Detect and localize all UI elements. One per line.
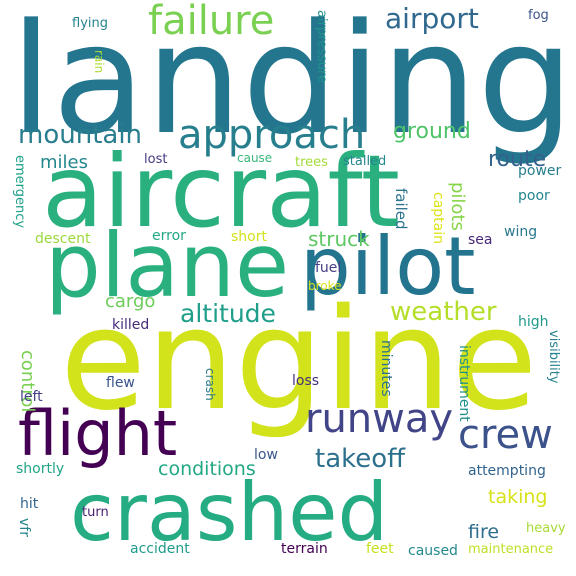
word-terrain: terrain	[281, 541, 328, 557]
word-descent: descent	[35, 231, 91, 247]
word-stalled: stalled	[343, 154, 386, 169]
word-aircraft: aircraft	[42, 133, 400, 250]
word-flew: flew	[106, 375, 135, 391]
word-poor: poor	[518, 188, 550, 204]
word-route: route	[488, 147, 546, 172]
word-trees: trees	[295, 155, 328, 170]
word-landing: landing	[10, 0, 574, 168]
word-conditions: conditions	[158, 458, 256, 480]
word-altitude: altitude	[180, 299, 276, 328]
word-weather: weather	[390, 297, 497, 327]
word-airpressure: airpressure	[314, 10, 329, 83]
word-emergency: emergency	[12, 155, 27, 228]
word-killed: killed	[112, 317, 149, 333]
word-fire: fire	[468, 521, 499, 543]
word-captain: captain	[430, 192, 446, 244]
word-caused: caused	[408, 543, 458, 559]
word-mountain: mountain	[18, 120, 142, 150]
word-hit: hit	[20, 496, 39, 512]
word-airport: airport	[385, 2, 479, 35]
word-short: short	[231, 229, 267, 245]
word-engine: engine	[60, 279, 538, 442]
word-power: power	[518, 163, 562, 179]
word-shortly: shortly	[16, 461, 64, 477]
word-accident: accident	[130, 541, 190, 557]
word-sea: sea	[468, 232, 493, 248]
word-vfr: vfr	[16, 518, 32, 537]
word-plane: plane	[45, 214, 289, 317]
word-error: error	[152, 228, 186, 244]
word-approach: approach	[178, 112, 365, 158]
word-feet: feet	[366, 541, 394, 557]
word-ground: ground	[393, 119, 471, 144]
word-pilots: pilots	[447, 182, 468, 231]
word-failed: failed	[392, 188, 410, 230]
word-minutes: minutes	[378, 340, 394, 397]
word-attempting: attempting	[468, 463, 546, 479]
word-fuel: fuel	[315, 260, 341, 276]
word-crashed: crashed	[70, 466, 388, 559]
word-pilot: pilot	[300, 220, 476, 313]
word-wing: wing	[504, 224, 537, 240]
word-low: low	[254, 447, 278, 463]
word-flight: flight	[18, 397, 177, 470]
word-control: control	[17, 350, 38, 412]
word-left: left	[20, 389, 43, 405]
word-high: high	[518, 314, 549, 330]
word-instrument: instrument	[456, 345, 472, 422]
word-heavy: heavy	[526, 521, 566, 536]
word-rain: rain	[92, 50, 106, 73]
word-broke: broke	[308, 279, 342, 293]
word-loss: loss	[292, 373, 319, 389]
word-failure: failure	[148, 0, 274, 44]
word-flying: flying	[72, 16, 108, 31]
word-lost: lost	[144, 152, 167, 167]
word-turn: turn	[82, 505, 109, 520]
word-crew: crew	[458, 412, 553, 458]
word-struck: struck	[308, 227, 370, 251]
word-takeoff: takeoff	[315, 444, 406, 474]
word-maintenance: maintenance	[468, 542, 553, 557]
word-cause: cause	[237, 151, 272, 165]
word-miles: miles	[40, 152, 88, 173]
word-runway: runway	[305, 396, 453, 442]
word-visibility: visibility	[546, 330, 561, 384]
word-fog: fog	[528, 8, 549, 23]
word-cargo: cargo	[105, 291, 155, 312]
word-crash: crash	[203, 368, 217, 401]
word-taking: taking	[488, 486, 547, 508]
